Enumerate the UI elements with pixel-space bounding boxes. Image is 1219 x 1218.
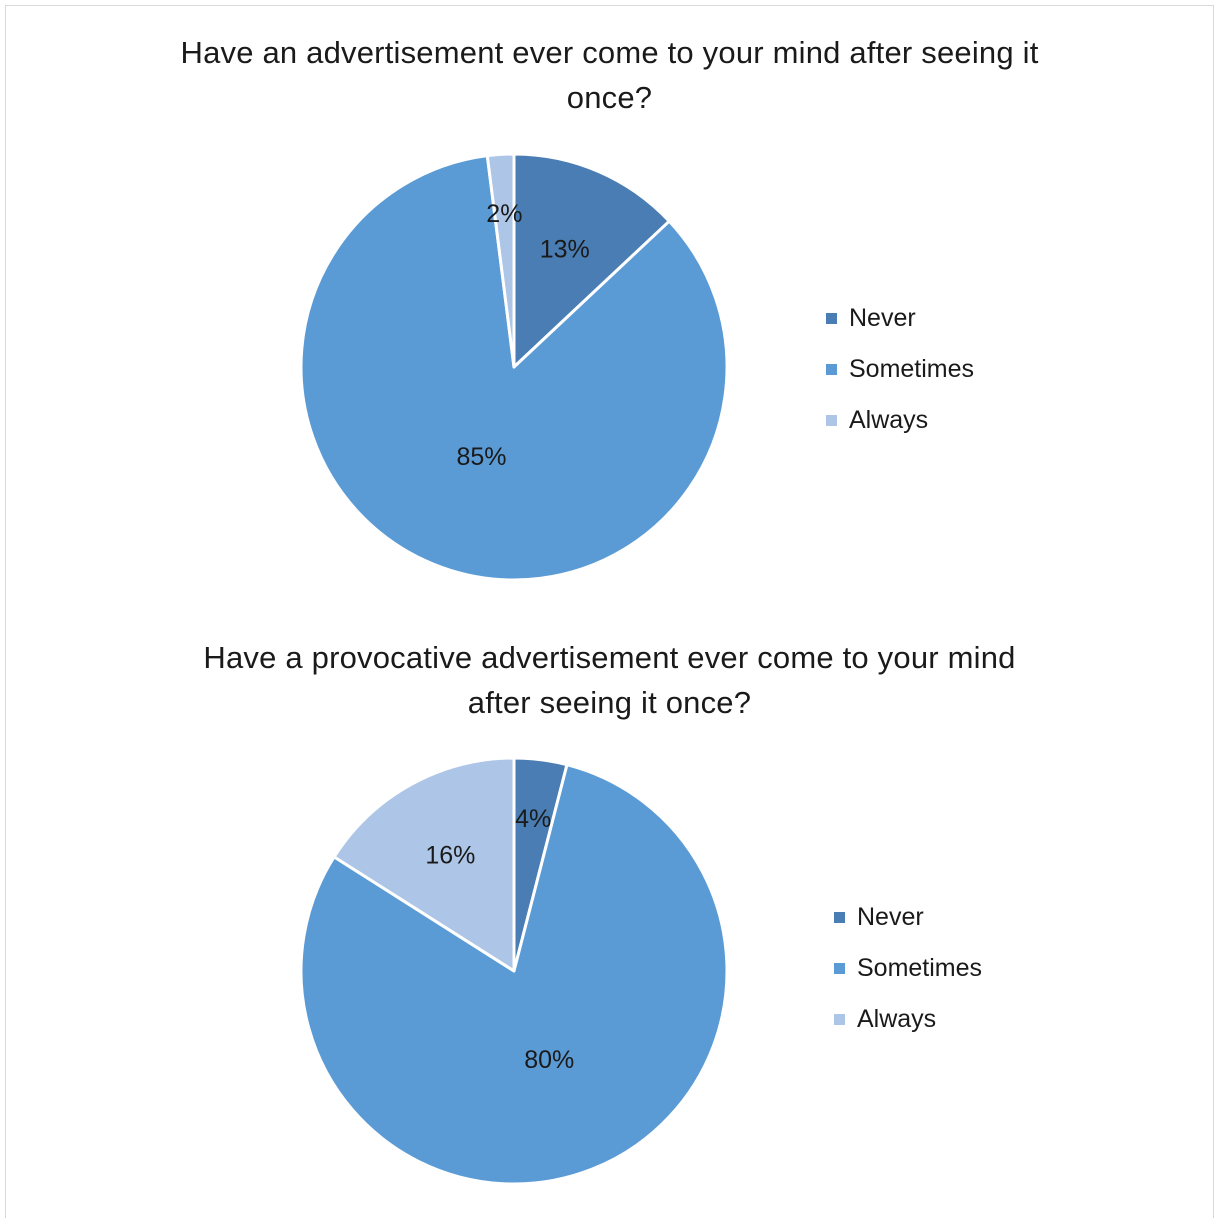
pie-chart-2: Have a provocative advertisement ever co… — [0, 600, 1219, 1213]
legend-swatch-never — [826, 313, 837, 324]
legend-swatch-always — [826, 415, 837, 426]
pie-slice-always — [332, 756, 516, 973]
legend-label-never: Never — [857, 903, 924, 931]
legend-label-never: Never — [849, 304, 916, 332]
chart-title-line-2: once? — [566, 80, 653, 115]
legend: Never Sometimes Always — [826, 293, 974, 446]
legend-item-never: Never — [834, 892, 982, 943]
legend-label-always: Always — [857, 1005, 937, 1033]
data-label-always: 2% — [486, 200, 522, 228]
legend-swatch-always — [834, 1014, 845, 1025]
chart-title-line-2: after seeing it once? — [467, 685, 752, 720]
data-label-sometimes: 80% — [524, 1046, 574, 1074]
legend-label-sometimes: Sometimes — [849, 355, 975, 383]
chart-title: Have a provocative advertisement ever co… — [0, 635, 1219, 725]
chart-title-line-1: Have a provocative advertisement ever co… — [203, 640, 1016, 675]
pie-chart-1: Have an advertisement ever come to your … — [0, 0, 1219, 600]
legend-item-never: Never — [826, 293, 974, 344]
pie-slice-sometimes — [299, 763, 729, 1186]
legend-swatch-sometimes — [834, 963, 845, 974]
chart-title-line-1: Have an advertisement ever come to your … — [180, 35, 1039, 70]
legend: Never Sometimes Always — [834, 892, 982, 1045]
pie-slice-never — [512, 152, 671, 369]
chart-title: Have an advertisement ever come to your … — [0, 30, 1219, 120]
data-label-never: 13% — [540, 236, 590, 264]
data-label-sometimes: 85% — [457, 443, 507, 471]
legend-item-always: Always — [834, 994, 982, 1045]
pie-slice-always — [485, 152, 516, 369]
legend-swatch-sometimes — [826, 364, 837, 375]
pie-plot: 13% 85% 2% — [299, 152, 729, 582]
pie-plot: 4% 80% 16% — [299, 756, 729, 1186]
legend-item-always: Always — [826, 395, 974, 446]
data-label-never: 4% — [515, 805, 551, 833]
legend-label-always: Always — [849, 406, 929, 434]
legend-label-sometimes: Sometimes — [857, 954, 983, 982]
data-label-always: 16% — [425, 841, 475, 869]
legend-item-sometimes: Sometimes — [834, 943, 982, 994]
legend-item-sometimes: Sometimes — [826, 344, 974, 395]
legend-swatch-never — [834, 912, 845, 923]
